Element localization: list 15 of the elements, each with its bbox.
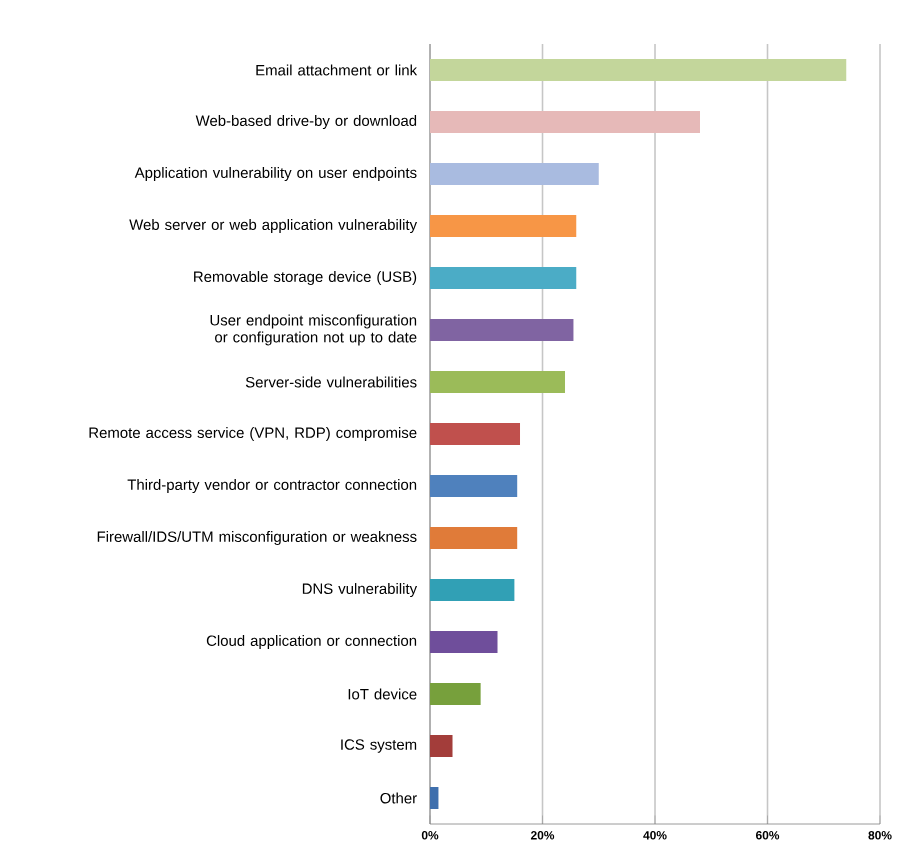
bar: [430, 319, 574, 342]
bar: [430, 163, 599, 185]
bar: [430, 631, 498, 654]
bar: [430, 111, 701, 133]
bar: [430, 371, 566, 394]
bar: [430, 787, 439, 810]
bar: [430, 579, 515, 602]
bar: [430, 59, 847, 81]
bar: [430, 215, 577, 237]
bar: [430, 423, 521, 446]
bar: [430, 475, 518, 498]
bar: [430, 683, 481, 706]
bar: [430, 267, 577, 290]
bar: [430, 735, 453, 758]
bar: [430, 527, 518, 550]
